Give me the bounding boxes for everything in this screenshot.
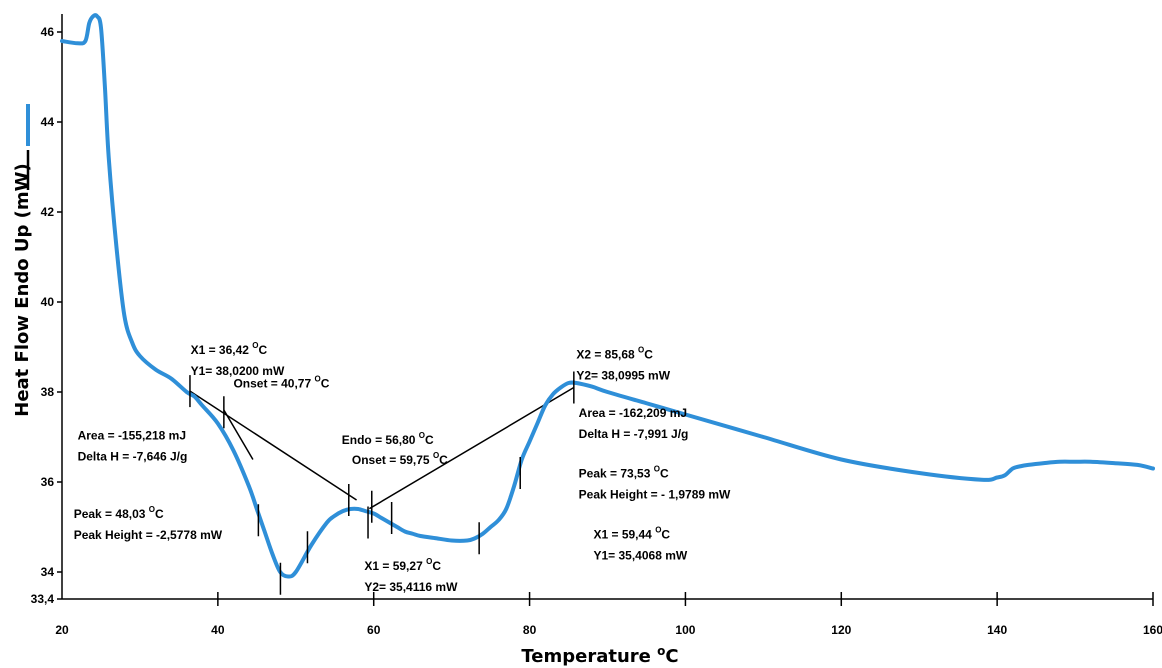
annotation-line: Peak = 73,53 OC bbox=[579, 465, 669, 481]
annotation-line: X1 = 59,27 OC bbox=[364, 557, 441, 573]
annotation-line: Onset = 40,77 OC bbox=[233, 375, 329, 391]
annotation: Onset = 40,77 OC bbox=[233, 375, 329, 391]
annotation-line: Endo = 56,80 OC bbox=[342, 431, 434, 447]
annotation: Peak = 73,53 OC Peak Height = - 1,9789 mW bbox=[579, 465, 731, 502]
baseline-line bbox=[368, 386, 575, 510]
y-tick-label: 33,4 bbox=[31, 592, 55, 606]
annotation: X1 = 59,27 OC Y2= 35,4116 mW bbox=[364, 557, 458, 594]
annotation-line: Onset = 59,75 OC bbox=[352, 451, 448, 467]
annotation: X2 = 85,68 OC Y2= 38,0995 mW bbox=[576, 345, 670, 382]
baseline-line bbox=[189, 390, 357, 501]
x-tick-label: 160 bbox=[1143, 623, 1162, 637]
annotation-line: Delta H = -7,991 J/g bbox=[579, 427, 689, 441]
y-tick-label: 44 bbox=[41, 115, 55, 129]
x-axis-title: Temperature oC bbox=[521, 644, 678, 667]
baseline-line bbox=[223, 409, 254, 460]
annotation-line: Y2= 35,4116 mW bbox=[364, 580, 458, 594]
x-tick-label: 100 bbox=[675, 623, 695, 637]
y-tick-label: 42 bbox=[41, 205, 55, 219]
y-tick-label: 34 bbox=[41, 565, 55, 579]
y-tick-label: 40 bbox=[41, 295, 55, 309]
axes: 20 40 60 80 100 120 140 160 33,4 34 36 38 40 42 44 46 bbox=[31, 14, 1162, 637]
x-tick-label: 80 bbox=[523, 623, 537, 637]
annotation: Onset = 59,75 OC bbox=[352, 451, 448, 467]
annotation-line: Peak = 48,03 OC bbox=[74, 505, 164, 521]
annotation-line: X2 = 85,68 OC bbox=[576, 345, 653, 361]
annotation: Endo = 56,80 OC bbox=[342, 431, 434, 447]
heat-flow-curve bbox=[60, 13, 1155, 579]
annotation-line: Y2= 38,0995 mW bbox=[576, 368, 670, 382]
x-tick-label: 40 bbox=[211, 623, 225, 637]
x-tick-label: 140 bbox=[987, 623, 1007, 637]
annotation-line: Y1= 38,0200 mW bbox=[191, 364, 285, 378]
y-tick-label: 36 bbox=[41, 475, 55, 489]
y-tick-label: 46 bbox=[41, 25, 55, 39]
y-tick-label: 38 bbox=[41, 385, 55, 399]
annotation: X1 = 59,44 OC Y1= 35,4068 mW bbox=[593, 525, 687, 562]
annotation-line: Peak Height = - 1,9789 mW bbox=[579, 488, 731, 502]
annotation-line: Delta H = -7,646 J/g bbox=[78, 449, 188, 463]
annotation: Area = -155,218 mJ Delta H = -7,646 J/g bbox=[78, 428, 188, 463]
annotation-line: Y1= 35,4068 mW bbox=[593, 548, 687, 562]
y-axis-title: Heat Flow Endo Up (mW) bbox=[12, 163, 33, 416]
annotation: Peak = 48,03 OC Peak Height = -2,5778 mW bbox=[74, 505, 223, 542]
annotation-line: X1 = 59,44 OC bbox=[593, 525, 670, 541]
x-tick-label: 120 bbox=[831, 623, 851, 637]
annotation-line: Area = -155,218 mJ bbox=[78, 428, 186, 442]
annotation: X1 = 36,42 OC Y1= 38,0200 mW bbox=[191, 341, 285, 378]
annotation: Area = -162,209 mJ Delta H = -7,991 J/g bbox=[579, 406, 689, 441]
annotation-line: X1 = 36,42 OC bbox=[191, 341, 268, 357]
x-tick-label: 20 bbox=[55, 623, 69, 637]
annotation-line: Area = -162,209 mJ bbox=[579, 406, 687, 420]
x-tick-label: 60 bbox=[367, 623, 381, 637]
plot-area bbox=[60, 13, 1155, 595]
annotation-line: Peak Height = -2,5778 mW bbox=[74, 528, 223, 542]
